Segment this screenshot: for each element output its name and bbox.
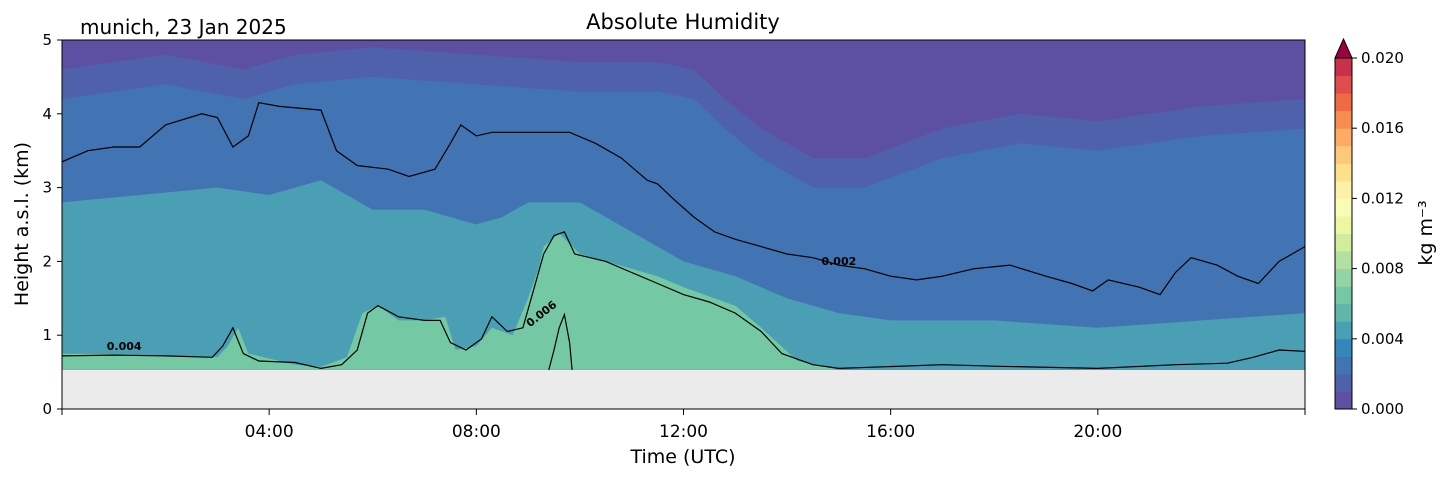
- colorbar-segment: [1335, 321, 1352, 340]
- x-tick-label: 08:00: [452, 422, 501, 442]
- colorbar-segment: [1335, 303, 1352, 322]
- colorbar-segment: [1335, 110, 1352, 129]
- y-tick-label: 1: [42, 326, 52, 344]
- y-tick-label: 0: [42, 400, 52, 418]
- x-tick-label: 12:00: [659, 422, 708, 442]
- colorbar-segment: [1335, 58, 1352, 77]
- contour-0.002: [62, 102, 1305, 296]
- x-tick-label: 04:00: [245, 422, 294, 442]
- colorbar-label: kg m⁻³: [1415, 200, 1437, 265]
- colorbar-segment: [1335, 198, 1352, 217]
- humidity-bands: [62, 40, 1305, 370]
- colorbar-segment: [1335, 338, 1352, 357]
- colorbar-segment: [1335, 75, 1352, 94]
- band-driest: [62, 40, 1305, 159]
- x-tick-label: 16:00: [866, 422, 915, 442]
- y-tick-label: 3: [42, 179, 52, 197]
- colorbar-segments: [1335, 58, 1352, 410]
- x-axis: 04:00 08:00 12:00 16:00 20:00: [61, 409, 1306, 442]
- contour-label-0.002: 0.002: [821, 255, 856, 268]
- y-tick-label: 4: [42, 105, 52, 123]
- colorbar-segment: [1335, 180, 1352, 199]
- contour-0.006: [548, 312, 573, 371]
- colorbar: 0.000 0.004 0.008 0.012 0.016 0.020 kg m⁻³: [1334, 37, 1437, 418]
- y-tick-label: 2: [42, 252, 52, 270]
- colorbar-ticks: 0.000 0.004 0.008 0.012 0.016 0.020: [1352, 49, 1404, 418]
- y-axis-label: Height a.s.l. (km): [11, 142, 33, 306]
- contour-lines: [62, 102, 1305, 371]
- x-axis-label: Time (UTC): [629, 446, 735, 468]
- colorbar-segment: [1335, 356, 1352, 375]
- colorbar-segment: [1335, 128, 1352, 147]
- colorbar-tick-label: 0.020: [1361, 49, 1404, 67]
- colorbar-segment: [1335, 251, 1352, 270]
- x-tick-label: 20:00: [1073, 422, 1122, 442]
- colorbar-tick-label: 0.000: [1361, 400, 1404, 418]
- colorbar-tick-label: 0.008: [1361, 260, 1404, 278]
- colorbar-segment: [1335, 373, 1352, 392]
- colorbar-frame: [1334, 57, 1353, 410]
- colorbar-tick-label: 0.016: [1361, 119, 1404, 137]
- colorbar-segment: [1335, 233, 1352, 252]
- contour-label-0.004: 0.004: [107, 340, 142, 353]
- chart-subtitle: munich, 23 Jan 2025: [80, 15, 287, 39]
- colorbar-extend-arrow: [1334, 37, 1353, 59]
- colorbar-tick-label: 0.004: [1361, 330, 1404, 348]
- chart-title: Absolute Humidity: [586, 10, 780, 34]
- colorbar-segment: [1335, 268, 1352, 287]
- band-lower-band: [62, 233, 1305, 370]
- colorbar-segment: [1335, 93, 1352, 112]
- colorbar-segment: [1335, 286, 1352, 305]
- colorbar-segment: [1335, 215, 1352, 234]
- colorbar-segment: [1335, 391, 1352, 410]
- colorbar-tick-label: 0.012: [1361, 189, 1404, 207]
- colorbar-segment: [1335, 163, 1352, 182]
- colorbar-segment: [1335, 145, 1352, 164]
- contour-0.004: [62, 231, 1305, 370]
- y-tick-label: 5: [42, 31, 52, 49]
- y-axis: 0 1 2 3 4 5: [42, 31, 62, 418]
